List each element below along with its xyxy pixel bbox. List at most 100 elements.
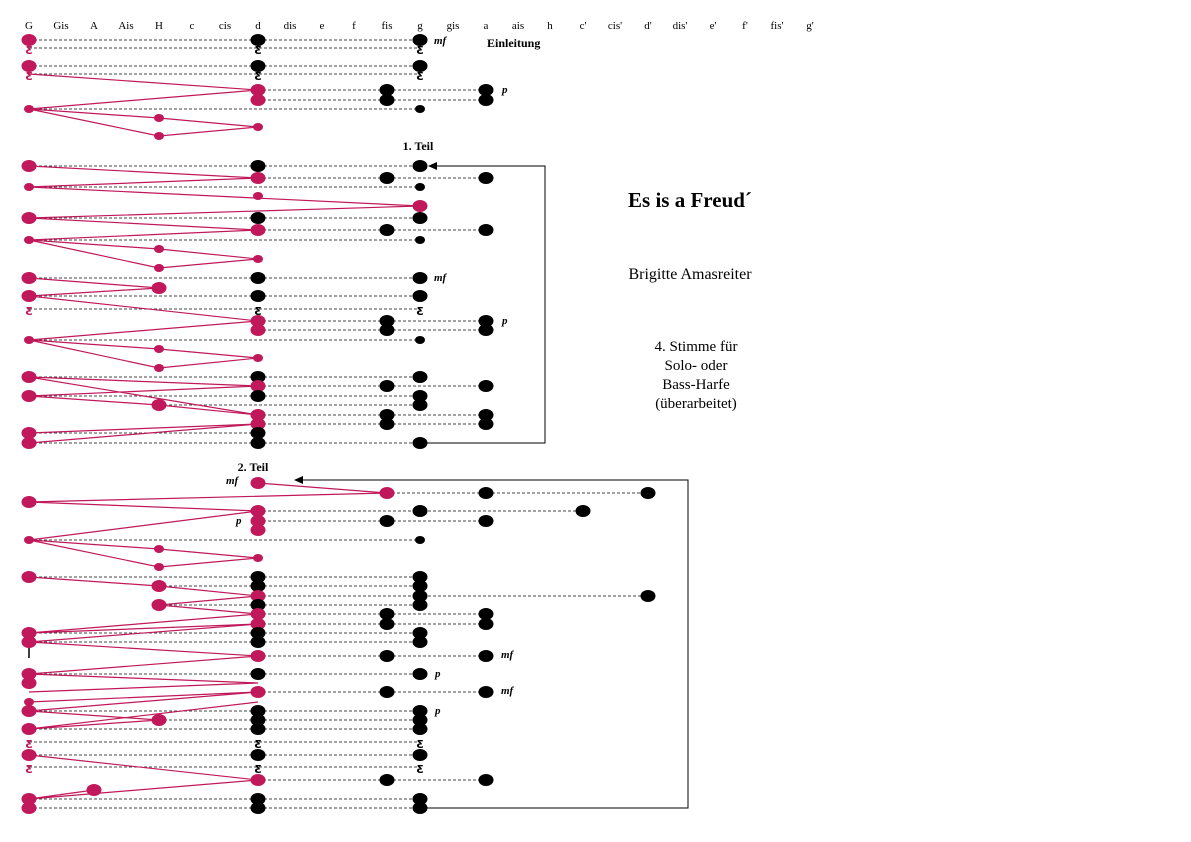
dynamic-marking: mf — [501, 649, 515, 661]
black-note — [379, 409, 395, 421]
black-note — [250, 427, 266, 439]
note-name-label: g' — [806, 20, 814, 32]
melody-line — [28, 376, 259, 416]
black-note — [379, 608, 395, 620]
pink-note — [250, 524, 266, 536]
black-note — [412, 599, 428, 611]
pink-note — [250, 618, 266, 630]
black-note — [478, 650, 494, 662]
black-note — [379, 418, 395, 430]
note-name-label: h — [547, 20, 553, 32]
pink-note — [21, 34, 37, 46]
string-lines — [29, 39, 648, 809]
rest-symbol: ƹ — [416, 303, 423, 316]
rest-symbol: ƹ — [25, 761, 32, 774]
black-note — [478, 84, 494, 96]
section-label-part2: 2. Teil — [238, 460, 269, 474]
piece-title: Es is a Freud´ — [628, 188, 752, 212]
black-note — [250, 390, 266, 402]
arrow-head — [294, 476, 303, 484]
black-note — [250, 599, 266, 611]
black-note — [478, 94, 494, 106]
pink-note — [21, 668, 37, 680]
note-name-label: c — [190, 20, 195, 32]
dynamic-marking: p — [501, 84, 508, 96]
pink-note — [154, 114, 164, 122]
note-name-label: ais — [512, 20, 524, 32]
black-note — [478, 315, 494, 327]
black-note — [250, 290, 266, 302]
black-note — [250, 571, 266, 583]
pink-note — [412, 200, 428, 212]
pink-note — [24, 236, 34, 244]
black-note — [478, 409, 494, 421]
pink-note — [21, 705, 37, 717]
pink-note — [250, 315, 266, 327]
dynamic-marking: p — [501, 315, 508, 327]
black-note — [379, 84, 395, 96]
black-note — [250, 60, 266, 72]
black-note — [250, 793, 266, 805]
black-note — [412, 505, 428, 517]
pink-note — [21, 371, 37, 383]
dynamic-marking: mf — [434, 35, 448, 47]
note-name-label: G — [25, 20, 33, 32]
pink-note — [21, 571, 37, 583]
pink-note — [250, 172, 266, 184]
black-note — [379, 380, 395, 392]
pink-note — [250, 608, 266, 620]
black-note — [412, 290, 428, 302]
black-note — [379, 650, 395, 662]
black-note — [478, 418, 494, 430]
black-note — [478, 515, 494, 527]
pink-note — [24, 698, 34, 706]
pink-note — [21, 677, 37, 689]
composer-name: Brigitte Amasreiter — [628, 266, 752, 283]
black-note — [250, 668, 266, 680]
pink-note — [21, 636, 37, 648]
melody-line — [28, 423, 259, 444]
black-note — [379, 618, 395, 630]
note-name-label: f' — [742, 20, 748, 32]
pink-note — [250, 224, 266, 236]
rest-symbol: ƹ — [254, 68, 261, 81]
description-line: Bass-Harfe — [662, 377, 730, 393]
black-note — [412, 749, 428, 761]
description-line: 4. Stimme für — [654, 339, 738, 355]
rest-symbol: ƹ — [416, 761, 423, 774]
rest-symbol: ƹ — [25, 736, 32, 749]
black-note — [412, 390, 428, 402]
black-note — [250, 371, 266, 383]
pink-note — [250, 409, 266, 421]
melody-line — [28, 754, 259, 800]
pink-note — [21, 272, 37, 284]
dynamic-marking: mf — [226, 475, 240, 487]
black-note — [478, 686, 494, 698]
pink-note — [250, 84, 266, 96]
melody-line — [28, 482, 388, 568]
black-note — [640, 487, 656, 499]
pink-note — [379, 487, 395, 499]
black-note — [250, 705, 266, 717]
black-note — [250, 212, 266, 224]
pink-note — [21, 802, 37, 814]
pink-note — [21, 723, 37, 735]
black-note — [412, 590, 428, 602]
pink-note — [154, 364, 164, 372]
black-note — [412, 802, 428, 814]
black-note — [478, 618, 494, 630]
pink-note — [151, 599, 167, 611]
black-note — [250, 580, 266, 592]
note-name-label: d' — [644, 20, 652, 32]
pink-note — [21, 627, 37, 639]
note-name-label: Gis — [53, 20, 68, 32]
pink-note — [21, 390, 37, 402]
black-note — [250, 627, 266, 639]
black-note — [250, 437, 266, 449]
description-line: Solo- oder — [664, 358, 728, 374]
black-note — [478, 608, 494, 620]
note-name-label: d — [255, 20, 261, 32]
black-note — [250, 723, 266, 735]
